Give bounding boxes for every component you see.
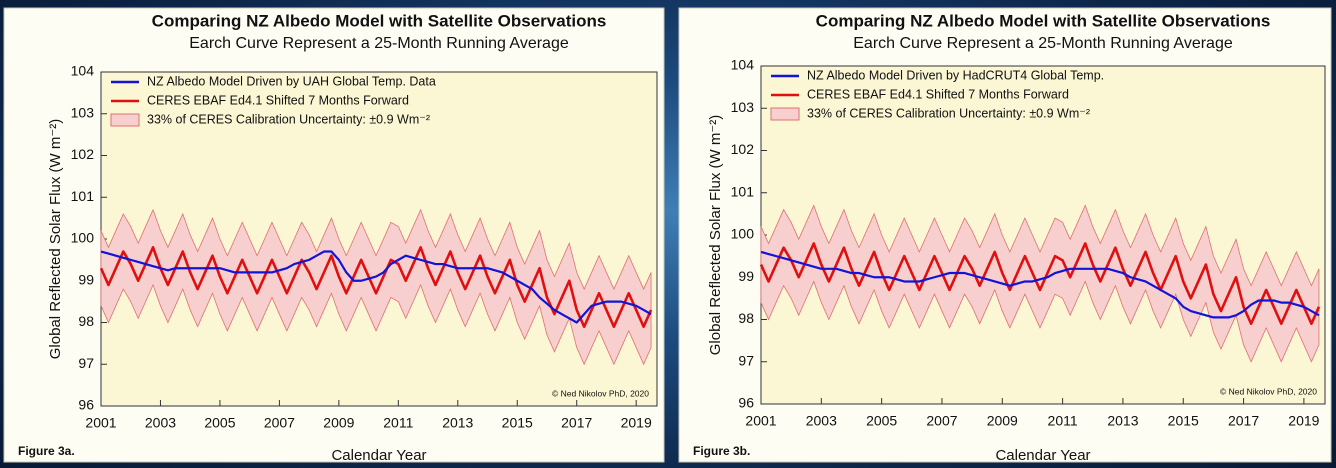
chart-subtitle: Earch Curve Represent a 25-Month Running… — [189, 35, 569, 52]
x-tick-label: 2013 — [1107, 413, 1138, 429]
y-tick-label: 101 — [71, 188, 95, 204]
y-tick-label: 97 — [78, 355, 94, 371]
y-tick-label: 98 — [738, 310, 754, 326]
y-axis-label: Global Reflected Solar Flux (W m⁻²) — [707, 115, 724, 355]
x-tick-label: 2007 — [264, 415, 295, 431]
y-tick-label: 100 — [731, 226, 755, 242]
y-tick-label: 102 — [731, 141, 755, 157]
x-tick-label: 2019 — [1288, 413, 1319, 429]
y-tick-label: 96 — [78, 397, 94, 413]
y-axis-label: Global Reflected Solar Flux (W m⁻²) — [47, 119, 64, 359]
x-tick-label: 2017 — [1228, 413, 1259, 429]
x-tick-label: 2003 — [806, 413, 837, 429]
x-tick-label: 2011 — [383, 415, 413, 431]
y-tick-label: 96 — [738, 395, 754, 411]
chart-title: Comparing NZ Albedo Model with Satellite… — [152, 11, 607, 30]
legend-label: CERES EBAF Ed4.1 Shifted 7 Months Forwar… — [807, 87, 1069, 101]
credit: © Ned Nikolov PhD, 2020 — [1220, 386, 1317, 396]
y-tick-label: 99 — [78, 271, 94, 287]
x-tick-label: 2003 — [145, 415, 176, 431]
y-tick-label: 101 — [731, 183, 755, 199]
y-tick-label: 104 — [71, 63, 95, 79]
legend-swatch — [770, 107, 800, 121]
x-tick-label: 2015 — [502, 415, 533, 431]
y-tick-label: 103 — [731, 99, 755, 115]
figure-label: Figure 3a. — [18, 444, 75, 458]
x-tick-label: 2005 — [866, 413, 897, 429]
legend-label: 33% of CERES Calibration Uncertainty: ±0… — [807, 106, 1090, 120]
x-tick-label: 2001 — [85, 415, 116, 431]
legend-label: NZ Albedo Model Driven by HadCRUT4 Globa… — [807, 68, 1104, 82]
x-tick-label: 2007 — [926, 413, 957, 429]
y-tick-label: 98 — [78, 313, 94, 329]
legend-label: CERES EBAF Ed4.1 Shifted 7 Months Forwar… — [147, 93, 409, 107]
y-tick-label: 102 — [71, 146, 95, 162]
y-tick-label: 100 — [71, 230, 95, 246]
series-line — [99, 246, 653, 328]
plot-area — [760, 65, 1326, 405]
credit: © Ned Nikolov PhD, 2020 — [552, 388, 649, 398]
series-line — [760, 250, 1320, 319]
series-line — [100, 250, 652, 324]
chart-subtitle: Earch Curve Represent a 25-Month Running… — [853, 35, 1233, 52]
x-tick-label: 2015 — [1168, 413, 1199, 429]
y-tick-label: 97 — [738, 352, 754, 368]
x-tick-label: 2017 — [561, 415, 592, 431]
x-axis-label: Calendar Year — [331, 447, 426, 464]
x-tick-label: 2011 — [1048, 413, 1078, 429]
y-tick-label: 104 — [731, 57, 755, 73]
x-tick-label: 2019 — [621, 415, 652, 431]
x-tick-label: 2001 — [745, 413, 776, 429]
uncertainty-band — [100, 208, 652, 366]
y-tick-label: 99 — [738, 268, 754, 284]
y-tick-label: 103 — [71, 104, 95, 120]
x-tick-label: 2005 — [204, 415, 235, 431]
series-line — [759, 242, 1321, 326]
legend-label: 33% of CERES Calibration Uncertainty: ±0… — [147, 112, 430, 126]
x-axis-label: Calendar Year — [995, 447, 1090, 464]
chart-title: Comparing NZ Albedo Model with Satellite… — [816, 11, 1271, 30]
figure-label: Figure 3b. — [693, 444, 750, 458]
legend-swatch — [110, 113, 140, 127]
uncertainty-band — [760, 204, 1320, 363]
x-tick-label: 2009 — [987, 413, 1018, 429]
x-tick-label: 2009 — [323, 415, 354, 431]
x-tick-label: 2013 — [442, 415, 473, 431]
plot-area — [100, 71, 658, 407]
legend-label: NZ Albedo Model Driven by UAH Global Tem… — [147, 74, 436, 88]
